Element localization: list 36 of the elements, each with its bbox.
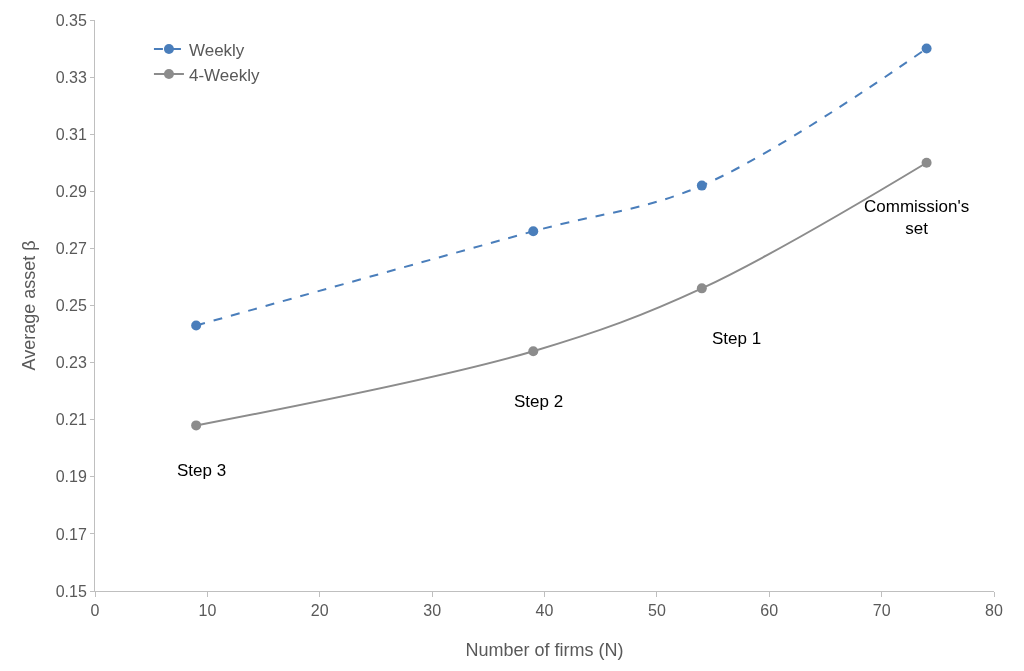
y-tick-label: 0.23 — [55, 354, 87, 372]
x-tick-label: 10 — [198, 602, 217, 620]
point — [696, 283, 707, 294]
x-tick-label: 30 — [423, 602, 442, 620]
point — [696, 180, 707, 191]
annotation: Commission's set — [864, 197, 970, 239]
x-tick-label: 80 — [985, 602, 1003, 620]
x-tick-label: 0 — [90, 602, 100, 620]
x-tick-label: 60 — [760, 602, 779, 620]
y-tick-label: 0.29 — [55, 182, 87, 200]
point — [191, 420, 202, 431]
point — [191, 320, 202, 331]
annotation: Step 1 — [712, 329, 762, 348]
x-tick-label: 40 — [535, 602, 554, 620]
legend-label: Weekly — [188, 40, 245, 60]
y-tick-label: 0.15 — [55, 582, 87, 600]
x-tick-label: 50 — [647, 602, 666, 620]
point — [921, 43, 932, 54]
point — [528, 226, 539, 237]
y-tick-label: 0.27 — [55, 240, 87, 257]
y-axis-title: Average asset β — [18, 240, 39, 371]
y-tick-label: 0.21 — [55, 411, 87, 429]
y-tick-label: 0.19 — [55, 468, 87, 486]
y-tick-label: 0.25 — [55, 297, 87, 315]
legend-label: 4-Weekly — [188, 65, 260, 85]
annotation: Step 2 — [514, 392, 564, 411]
x-tick-label: 70 — [872, 602, 891, 620]
y-tick-label: 0.33 — [55, 68, 87, 86]
x-axis-title: Number of firms (N) — [465, 640, 624, 661]
x-tick-label: 20 — [310, 602, 329, 620]
y-tick-label: 0.31 — [55, 125, 87, 143]
point — [921, 157, 932, 168]
point — [528, 346, 539, 357]
y-tick-label: 0.35 — [55, 11, 87, 29]
y-tick-label: 0.17 — [55, 525, 87, 543]
annotation: Step 3 — [177, 461, 227, 480]
